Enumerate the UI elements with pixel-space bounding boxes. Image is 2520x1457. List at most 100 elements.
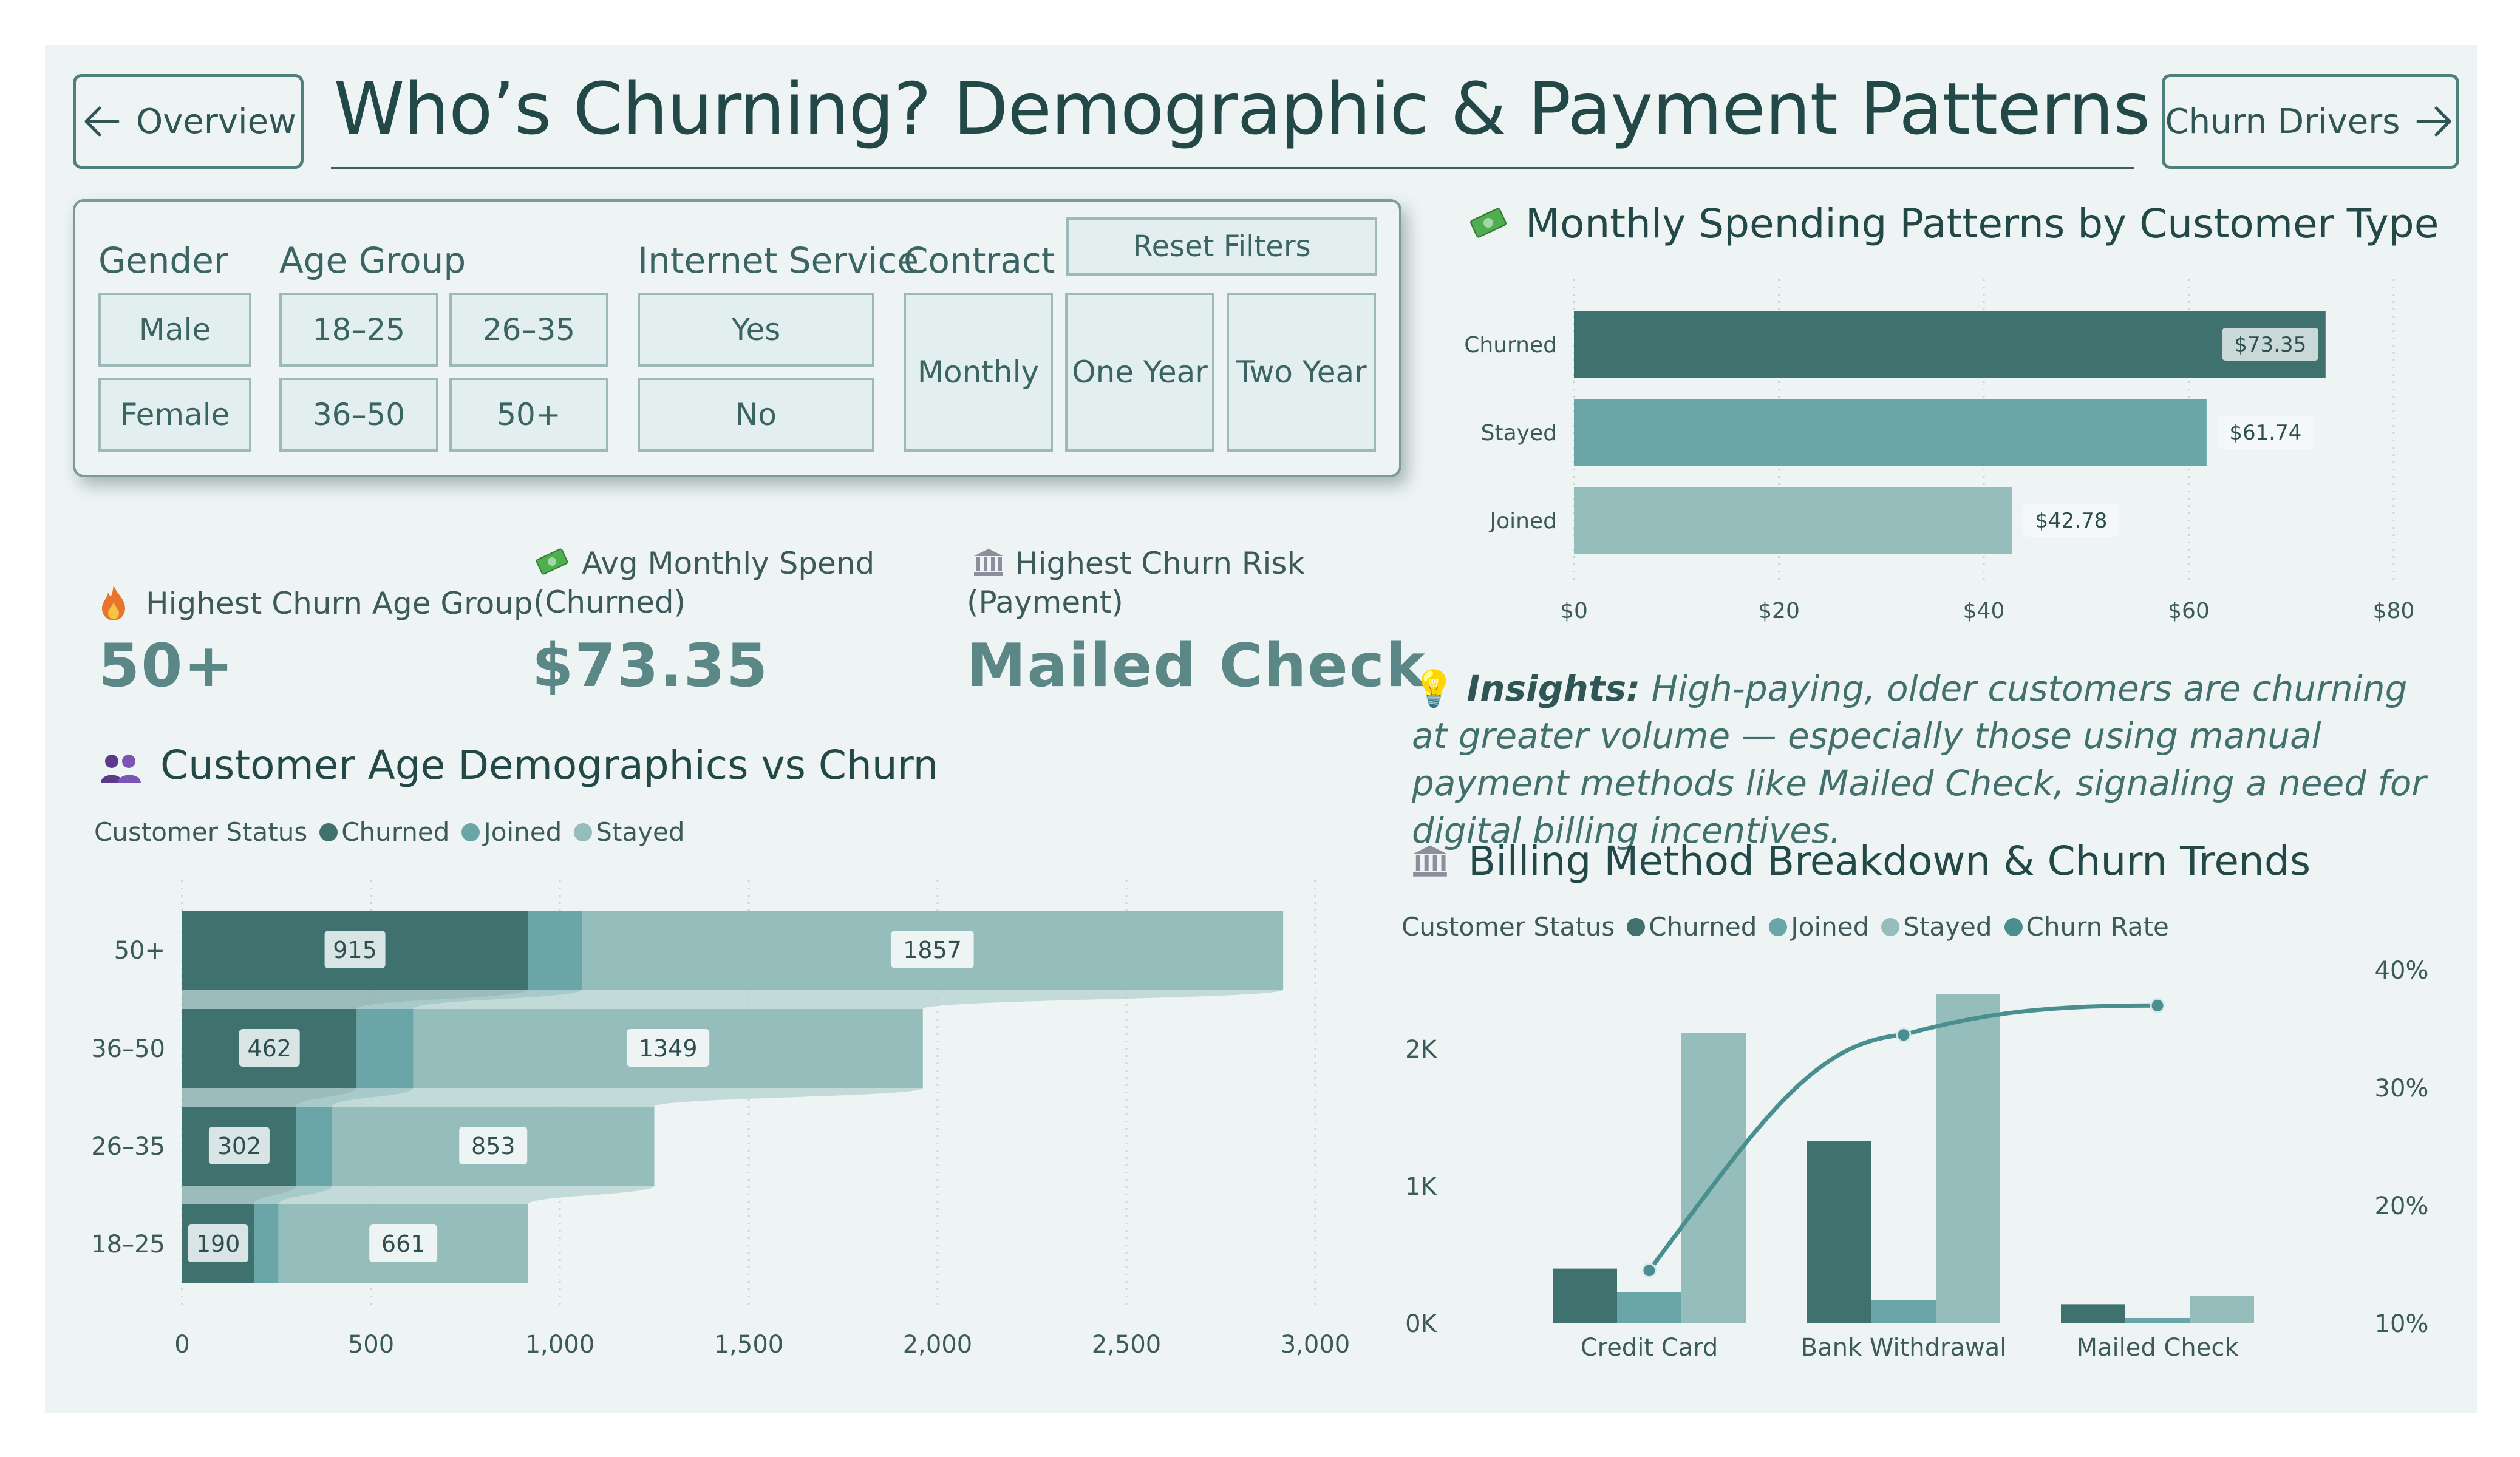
legend-item-churned[interactable]: Churned [1627, 912, 1757, 942]
bar-joined [528, 911, 582, 990]
filter-gender-male[interactable]: Male [98, 293, 251, 367]
spending-chart: $0 $20 $40 $60 $80 Churned $73.35 Stayed $61.74 J… [1464, 279, 2414, 623]
filter-age-36-50[interactable]: 36–50 [279, 378, 438, 452]
legend-label-joined: Joined [1791, 912, 1870, 942]
data-label-bg [891, 931, 974, 968]
bar-joined [2125, 1317, 2190, 1323]
legend-item-joined[interactable]: Joined [1769, 912, 1869, 942]
x-tick-label: 500 [348, 1331, 394, 1359]
age-chart-title: Customer Age Demographics vs Churn [160, 742, 939, 789]
ribbon-churned [182, 990, 528, 1009]
y-tick-label: 0K [1405, 1310, 1437, 1338]
y2-tick-label: 40% [2375, 957, 2429, 985]
page-title: Who’s Churning? Demographic & Payment Pa… [333, 67, 2151, 151]
legend-label-joined: Joined [483, 817, 562, 847]
data-label: 853 [471, 1133, 516, 1160]
ribbon-stayed [278, 1186, 655, 1204]
legend-dot-stayed [1881, 917, 1900, 936]
data-label-bg [369, 1224, 438, 1262]
legend-item-stayed[interactable]: Stayed [574, 817, 685, 847]
filter-internet-no[interactable]: No [638, 378, 874, 452]
lightbulb-icon: 💡 [1412, 668, 1456, 709]
money-icon [1470, 208, 1507, 238]
spending-chart-title: Monthly Spending Patterns by Customer Ty… [1525, 200, 2439, 247]
filter-age-26-35[interactable]: 26–35 [449, 293, 608, 367]
ribbon-churned [182, 1186, 296, 1204]
x-tick-label: $60 [2168, 599, 2210, 623]
x-tick-label: 3,000 [1281, 1331, 1350, 1359]
bar-joined [1871, 1300, 1936, 1323]
bar-stayed [2190, 1296, 2254, 1323]
filter-internet-yes[interactable]: Yes [638, 293, 874, 367]
ribbon-joined [356, 990, 582, 1009]
legend-item-joined[interactable]: Joined [461, 817, 562, 847]
filter-age-50-plus[interactable]: 50+ [449, 378, 608, 452]
filter-gender-female[interactable]: Female [98, 378, 251, 452]
insight-lead: Insights: [1466, 668, 1641, 709]
age-chart-legend: Customer Status Churned Joined Stayed [94, 817, 685, 847]
churn-drivers-nav-button[interactable]: Churn Drivers [2162, 74, 2459, 169]
age-chart: 0 500 1,000 1,500 2,000 2,500 3,000 50+ 915 1857 3… [91, 880, 1350, 1359]
filter-contract-two-year[interactable]: Two Year [1227, 293, 1376, 452]
x-tick-label: 1,000 [525, 1331, 595, 1359]
bar-joined [1617, 1292, 1681, 1323]
data-label-bg [208, 1127, 270, 1164]
category-label: Joined [1489, 509, 1557, 534]
legend-label-churned: Churned [341, 817, 450, 847]
data-label-bg [2023, 504, 2119, 537]
legend-dot-joined [461, 823, 480, 841]
data-label: 1349 [639, 1035, 698, 1062]
kpi-spend-label-line1: Avg Monthly Spend [582, 546, 875, 581]
data-label: 1857 [903, 937, 962, 963]
x-tick-label: Mailed Check [2076, 1334, 2239, 1362]
kpi-payment-label-line1: Highest Churn Risk [1015, 546, 1305, 581]
bank-icon [1413, 845, 1447, 877]
title-underline [331, 167, 2134, 169]
kpi-payment-value: Mailed Check [967, 631, 1426, 701]
reset-filters-button[interactable]: Reset Filters [1066, 217, 1377, 276]
billing-chart: 0K 1K 2K 10% 20% 30% 40% Credit Card Bank Withdr… [1405, 957, 2429, 1362]
bar-churned [1807, 1141, 1871, 1323]
bar-stayed [1681, 1033, 1746, 1323]
legend-dot-stayed [574, 823, 593, 841]
bar-churned [1553, 1268, 1617, 1323]
data-label: 915 [333, 937, 377, 963]
x-tick-label: $0 [1560, 599, 1588, 623]
ribbon-joined [254, 1186, 332, 1204]
bar [1574, 399, 2207, 466]
data-label-bg [2217, 416, 2314, 449]
overview-nav-button[interactable]: Overview [73, 74, 304, 169]
people-icon [101, 755, 141, 783]
legend-title: Customer Status [1401, 912, 1615, 942]
overview-nav-label: Overview [136, 101, 296, 141]
category-label: 18–25 [91, 1231, 165, 1258]
internet-filter-label: Internet Service [638, 240, 919, 281]
category-label: Stayed [1481, 421, 1557, 446]
ribbon-joined [296, 1088, 414, 1107]
legend-label-churned: Churned [1649, 912, 1757, 942]
filter-contract-monthly[interactable]: Monthly [904, 293, 1053, 452]
category-label: Churned [1464, 333, 1557, 358]
kpi-age-label: Highest Churn Age Group [146, 586, 533, 621]
data-label-bg [324, 931, 386, 968]
legend-item-churned[interactable]: Churned [319, 817, 449, 847]
legend-item-stayed[interactable]: Stayed [1881, 912, 1992, 942]
churn-rate-point [1896, 1027, 1912, 1043]
bank-icon [974, 549, 1003, 576]
filter-contract-one-year[interactable]: One Year [1065, 293, 1214, 452]
category-label: 36–50 [91, 1035, 165, 1063]
money-icon [536, 548, 568, 575]
filter-age-18-25[interactable]: 18–25 [279, 293, 438, 367]
x-tick-label: Bank Withdrawal [1801, 1334, 2007, 1362]
bar [1574, 487, 2012, 554]
kpi-spend-value: $73.35 [532, 631, 769, 701]
ribbon-churned [182, 1088, 357, 1107]
y2-tick-label: 20% [2375, 1192, 2429, 1220]
legend-dot-churned [319, 823, 338, 841]
data-label-bg [2222, 328, 2318, 361]
data-label: $73.35 [2234, 333, 2306, 357]
fire-icon [102, 585, 125, 620]
kpi-age-value: 50+ [98, 631, 235, 701]
legend-label-churn-rate: Churn Rate [2026, 912, 2169, 942]
legend-item-churn-rate[interactable]: Churn Rate [2004, 912, 2169, 942]
